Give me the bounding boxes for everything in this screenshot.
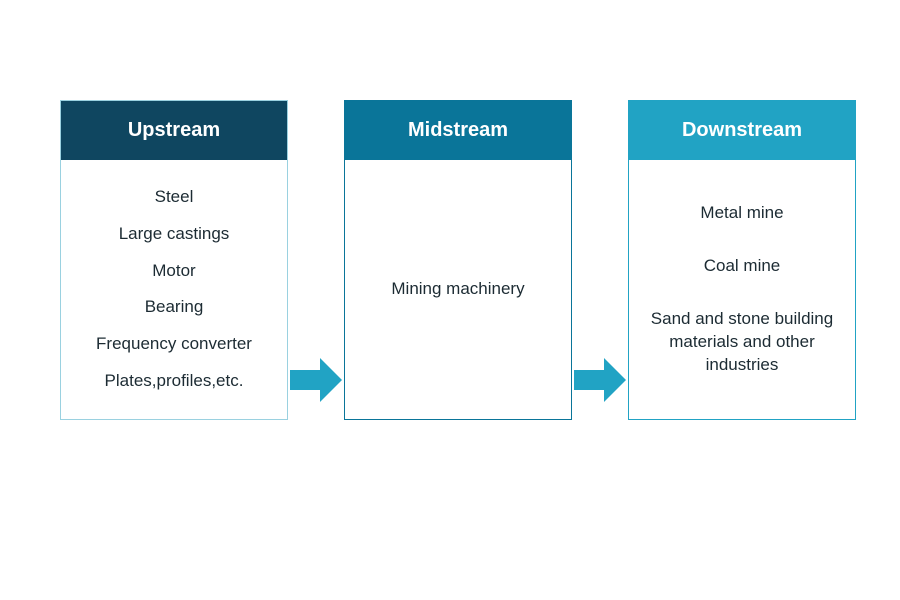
column-header-upstream: Upstream (61, 101, 287, 160)
arrow-right-icon (572, 352, 628, 408)
column-header-midstream: Midstream (345, 101, 571, 160)
list-item: Plates,profiles,etc. (101, 368, 248, 395)
column-midstream: Midstream Mining machinery (344, 100, 572, 420)
arrow-right-icon (288, 352, 344, 408)
list-item: Sand and stone building materials and ot… (639, 306, 845, 379)
list-item: Metal mine (696, 200, 787, 227)
list-item: Mining machinery (387, 276, 528, 303)
list-item: Coal mine (700, 253, 785, 280)
list-item: Bearing (141, 294, 208, 321)
list-item: Frequency converter (92, 331, 256, 358)
column-downstream: Downstream Metal mine Coal mine Sand and… (628, 100, 856, 420)
column-header-downstream: Downstream (629, 101, 855, 160)
column-body-midstream: Mining machinery (345, 160, 571, 419)
value-chain-diagram: Upstream Steel Large castings Motor Bear… (60, 100, 840, 420)
column-body-upstream: Steel Large castings Motor Bearing Frequ… (61, 160, 287, 419)
list-item: Steel (151, 184, 198, 211)
column-body-downstream: Metal mine Coal mine Sand and stone buil… (629, 160, 855, 419)
list-item: Large castings (115, 221, 234, 248)
list-item: Motor (148, 258, 199, 285)
column-upstream: Upstream Steel Large castings Motor Bear… (60, 100, 288, 420)
